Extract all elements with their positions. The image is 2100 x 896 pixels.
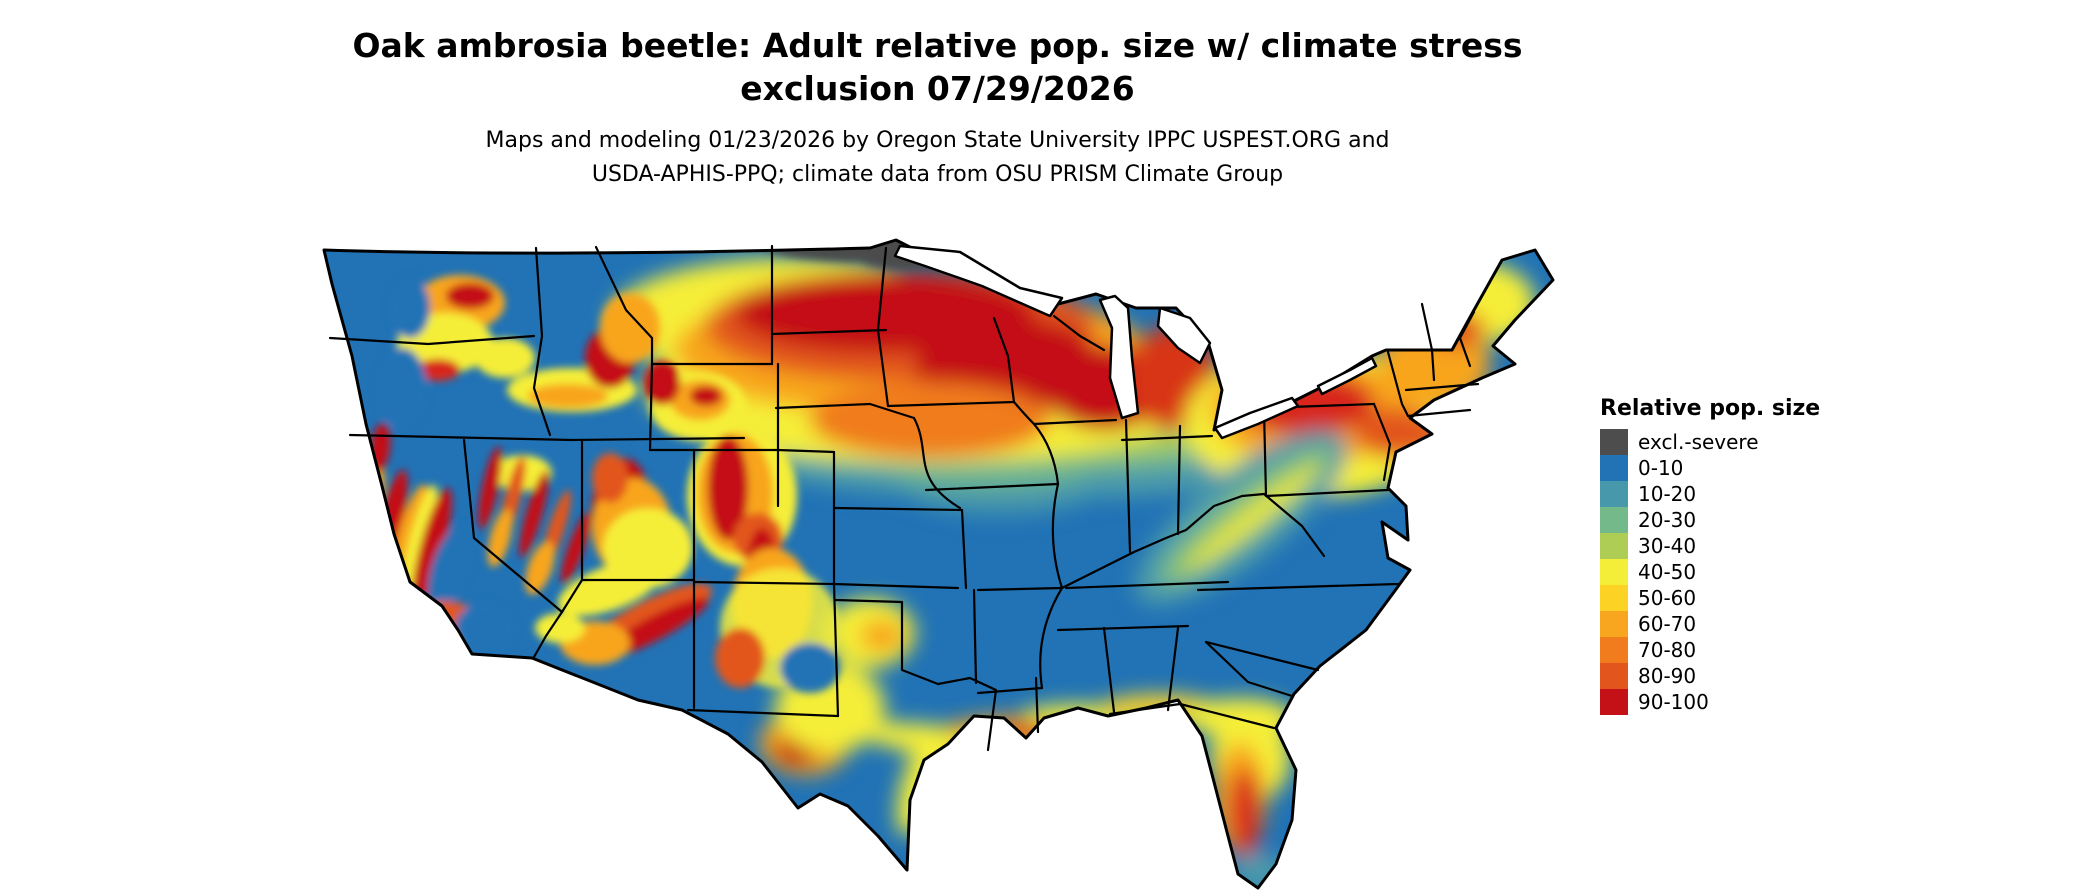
legend-item-70-80: 70-80 — [1600, 637, 1860, 663]
us-map-svg — [322, 238, 1555, 890]
legend-title: Relative pop. size — [1600, 396, 1821, 421]
state-borders — [328, 244, 1480, 752]
lake-erie — [1213, 396, 1300, 440]
legend-swatch — [1600, 585, 1628, 611]
legend-swatch — [1600, 637, 1628, 663]
legend-item-50-60: 50-60 — [1600, 585, 1860, 611]
legend-item-80-90: 80-90 — [1600, 663, 1860, 689]
legend-label: 10-20 — [1638, 482, 1697, 506]
legend-label: 70-80 — [1638, 638, 1697, 662]
legend-label: 0-10 — [1638, 456, 1684, 480]
us-outline — [322, 238, 1555, 890]
legend-item-30-40: 30-40 — [1600, 533, 1860, 559]
legend-item-60-70: 60-70 — [1600, 611, 1860, 637]
map-title: Oak ambrosia beetle: Adult relative pop.… — [0, 24, 1875, 110]
map-title-line1: Oak ambrosia beetle: Adult relative pop.… — [352, 26, 1523, 65]
legend-swatch — [1600, 611, 1628, 637]
legend-swatch — [1600, 533, 1628, 559]
legend-item-20-30: 20-30 — [1600, 507, 1860, 533]
legend-swatch — [1600, 507, 1628, 533]
legend-label: 30-40 — [1638, 534, 1697, 558]
legend-label: 20-30 — [1638, 508, 1697, 532]
map-title-line2: exclusion 07/29/2026 — [740, 69, 1135, 108]
legend-label: 80-90 — [1638, 664, 1697, 688]
legend-swatch — [1600, 481, 1628, 507]
map-subtitle: Maps and modeling 01/23/2026 by Oregon S… — [0, 124, 1875, 192]
us-map — [310, 238, 1555, 892]
legend-label: 40-50 — [1638, 560, 1697, 584]
legend-swatch — [1600, 663, 1628, 689]
lake-michigan — [1098, 294, 1140, 420]
lake-ontario — [1316, 356, 1378, 396]
lake-huron — [1156, 306, 1212, 365]
legend-item-10-20: 10-20 — [1600, 481, 1860, 507]
legend-item-excl-severe: excl.-severe — [1600, 429, 1860, 455]
legend-swatch — [1600, 689, 1628, 715]
legend-item-0-10: 0-10 — [1600, 455, 1860, 481]
legend-swatch — [1600, 455, 1628, 481]
legend-label: 50-60 — [1638, 586, 1697, 610]
legend: Relative pop. size excl.-severe 0-10 10-… — [1600, 396, 1860, 715]
legend-label: excl.-severe — [1638, 430, 1759, 454]
legend-swatch — [1600, 559, 1628, 585]
legend-label: 90-100 — [1638, 690, 1709, 714]
legend-swatch — [1600, 429, 1628, 455]
lake-superior — [893, 244, 1064, 318]
map-subtitle-line2: USDA-APHIS-PPQ; climate data from OSU PR… — [591, 162, 1284, 187]
legend-label: 60-70 — [1638, 612, 1697, 636]
legend-item-40-50: 40-50 — [1600, 559, 1860, 585]
great-lakes — [893, 244, 1378, 440]
map-subtitle-line1: Maps and modeling 01/23/2026 by Oregon S… — [485, 128, 1390, 153]
legend-item-90-100: 90-100 — [1600, 689, 1860, 715]
